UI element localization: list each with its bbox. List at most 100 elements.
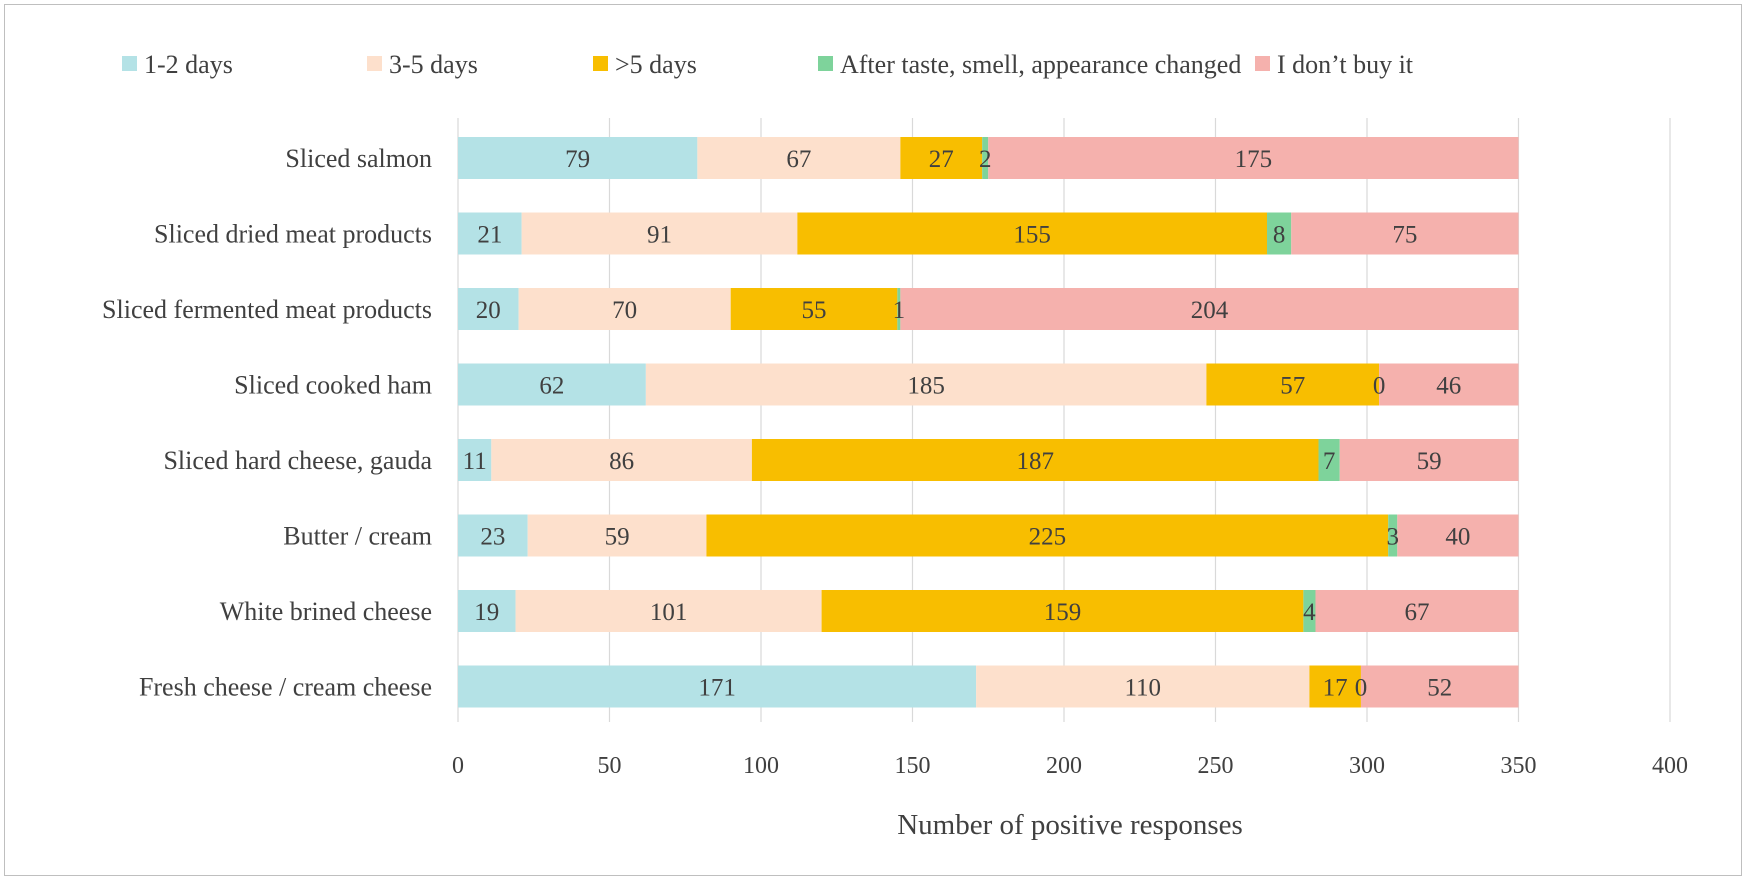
bar-segment — [458, 439, 492, 481]
x-tick-labels: 0 50 100 150 200 250 300 350 400 — [452, 753, 1688, 779]
bar-value-label: 75 — [1392, 222, 1417, 249]
bar-value-label: 67 — [1404, 599, 1429, 626]
bar-value-label: 2 — [979, 146, 992, 173]
bar-value-label: 59 — [605, 524, 630, 551]
bar-value-label: 46 — [1436, 373, 1461, 400]
bar-segment — [730, 288, 898, 330]
legend-swatch — [593, 56, 608, 71]
category-label: Sliced dried meat products — [154, 220, 432, 249]
bar-segment — [797, 212, 1268, 255]
bar-value-label: 171 — [698, 675, 736, 702]
legend-label: 1-2 days — [144, 50, 233, 79]
legend-label: I don’t buy it — [1277, 50, 1414, 79]
bar-segment — [518, 288, 731, 330]
bar-value-label: 225 — [1029, 524, 1067, 551]
legend-label: >5 days — [615, 50, 697, 79]
bar-value-label: 86 — [609, 448, 634, 475]
legend-swatch — [818, 56, 833, 71]
bar-value-label: 0 — [1355, 675, 1368, 702]
bars — [458, 137, 1519, 708]
x-tick-label: 100 — [743, 753, 779, 779]
category-label: White brined cheese — [220, 597, 432, 626]
bar-segment — [1360, 665, 1519, 708]
bar-value-label: 11 — [463, 448, 487, 475]
bar-value-label: 70 — [612, 297, 637, 324]
bar-segment — [706, 514, 1389, 557]
x-tick-label: 400 — [1652, 753, 1688, 779]
bar-segment — [1309, 665, 1361, 708]
legend-swatch — [1255, 56, 1270, 71]
x-tick-label: 350 — [1501, 753, 1537, 779]
bar-value-label: 79 — [565, 146, 590, 173]
category-label: Sliced fermented meat products — [102, 295, 432, 324]
bar-value-label: 17 — [1323, 675, 1348, 702]
bar-value-label: 159 — [1044, 599, 1082, 626]
bar-value-label: 155 — [1013, 222, 1051, 249]
bar-segment — [1303, 590, 1316, 632]
bar-segment — [976, 665, 1310, 708]
bar-value-label: 3 — [1387, 524, 1400, 551]
bar-value-label: 175 — [1235, 146, 1273, 173]
category-label: Fresh cheese / cream cheese — [139, 673, 432, 702]
legend-swatch — [122, 56, 137, 71]
bar-segment — [521, 212, 798, 255]
bar-segment — [1388, 514, 1398, 557]
bar-value-label: 1 — [893, 297, 906, 324]
bar-segment — [645, 363, 1207, 406]
bar-value-label: 187 — [1016, 448, 1054, 475]
bar-value-label: 23 — [480, 524, 505, 551]
category-label: Sliced cooked ham — [234, 371, 432, 400]
bar-segment — [1318, 439, 1340, 481]
bar-segment — [458, 288, 519, 330]
legend-swatch — [367, 56, 382, 71]
bar-segment — [751, 439, 1319, 481]
category-label: Sliced hard cheese, gauda — [163, 446, 432, 475]
x-tick-label: 150 — [895, 753, 931, 779]
bar-value-label: 91 — [647, 222, 672, 249]
bar-value-label: 40 — [1445, 524, 1470, 551]
bar-segment — [1291, 212, 1519, 255]
bar-value-label: 62 — [539, 373, 564, 400]
bar-value-label: 20 — [476, 297, 501, 324]
bar-segment — [900, 288, 1519, 330]
category-label: Butter / cream — [283, 522, 432, 551]
bar-segment — [897, 288, 901, 330]
bar-segment — [697, 137, 901, 179]
bar-segment — [988, 137, 1519, 179]
category-label: Sliced salmon — [285, 144, 432, 173]
bar-segment — [1206, 363, 1380, 406]
bar-value-label: 52 — [1427, 675, 1452, 702]
bar-segment — [515, 590, 822, 632]
bar-segment — [458, 363, 646, 406]
bar-segment — [1397, 514, 1519, 557]
bar-segment — [491, 439, 752, 481]
bar-segment — [458, 212, 522, 255]
legend: 1-2 days 3-5 days >5 days After taste, smel… — [122, 50, 1414, 79]
x-tick-label: 250 — [1198, 753, 1234, 779]
bar-value-label: 185 — [907, 373, 945, 400]
bar-value-label: 110 — [1124, 675, 1161, 702]
bar-segment — [1379, 363, 1519, 406]
bar-segment — [458, 137, 698, 179]
x-axis-title: Number of positive responses — [897, 809, 1243, 841]
bar-value-label: 204 — [1191, 297, 1229, 324]
bar-value-label: 67 — [786, 146, 811, 173]
bar-segment — [1339, 439, 1519, 481]
legend-label: After taste, smell, appearance changed — [840, 50, 1241, 79]
x-tick-label: 0 — [452, 753, 464, 779]
bar-segment — [1267, 212, 1292, 255]
x-tick-label: 50 — [598, 753, 622, 779]
legend-label: 3-5 days — [389, 50, 478, 79]
bar-segment — [982, 137, 989, 179]
bar-value-label: 21 — [477, 222, 502, 249]
bar-segment — [458, 514, 528, 557]
bar-value-label: 55 — [802, 297, 827, 324]
category-labels: Sliced salmon Sliced dried meat products S… — [102, 144, 432, 702]
bar-segment — [527, 514, 707, 557]
bar-value-label: 4 — [1303, 599, 1316, 626]
bar-segment — [821, 590, 1304, 632]
bar-value-label: 8 — [1273, 222, 1286, 249]
bar-value-label: 0 — [1373, 373, 1386, 400]
